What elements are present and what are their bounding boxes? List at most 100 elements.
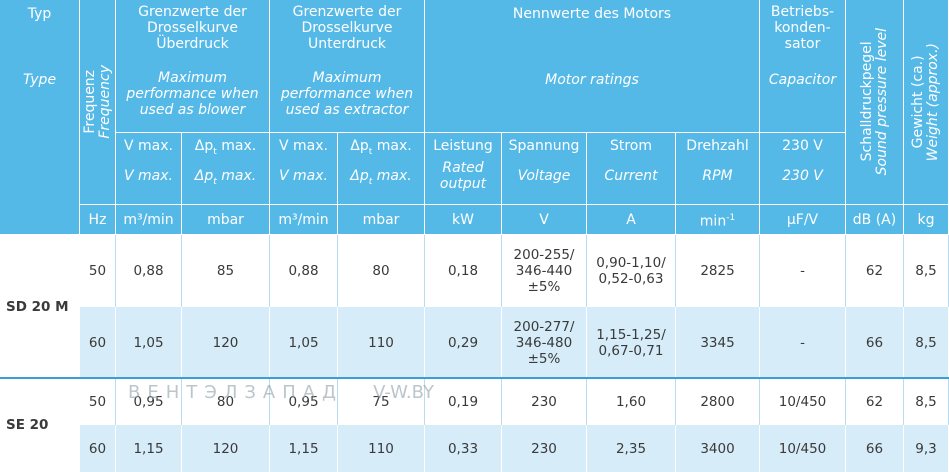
cell-text: 110 bbox=[368, 334, 394, 351]
cell: 0,90-1,10/0,52-0,63 bbox=[587, 235, 676, 307]
unit-text: m³/min bbox=[123, 211, 174, 228]
text-line: Grenzwerte der bbox=[138, 4, 247, 20]
header-en: Frequency bbox=[96, 65, 113, 139]
header-en: Weight (approx.) bbox=[925, 42, 941, 162]
cell: 10/450 bbox=[760, 425, 846, 472]
cell: 10/450 bbox=[760, 378, 846, 425]
text-line: Drosselkurve bbox=[146, 20, 239, 36]
cell-text: 60 bbox=[88, 440, 107, 457]
type-header: Typ Type bbox=[0, 0, 80, 235]
watermark-site: V-W.BY bbox=[373, 382, 434, 403]
text-line: 200-255/ bbox=[513, 247, 575, 263]
cell-text: 8,5 bbox=[915, 263, 937, 279]
header-en: Capacitor bbox=[768, 72, 837, 88]
text-line: 0,90-1,10/ bbox=[596, 255, 666, 271]
header-de: Spannung bbox=[508, 138, 580, 154]
text-part: Δp bbox=[350, 168, 369, 184]
unit: m³/min bbox=[116, 205, 182, 235]
cell-text: 2,35 bbox=[615, 440, 647, 457]
text-line: 1,15-1,25/ bbox=[596, 326, 666, 343]
cell-text: 62 bbox=[865, 263, 884, 279]
type-cell: SE 20 bbox=[0, 378, 80, 472]
header-de: Δpt max. bbox=[182, 138, 269, 160]
text-part: Δp bbox=[350, 138, 369, 154]
text-line: Rated bbox=[442, 160, 484, 176]
cell-text: 80 bbox=[216, 393, 235, 410]
header-en: Type bbox=[22, 72, 57, 88]
cell: 1,05 bbox=[270, 307, 338, 378]
header-de: Nennwerte des Motors bbox=[512, 6, 672, 22]
frequency-header: Frequenz Frequency bbox=[80, 0, 116, 205]
header-en: Current bbox=[604, 168, 658, 184]
type-name: SD 20 M bbox=[6, 298, 69, 315]
sub-header: Leistung Rated output bbox=[425, 133, 502, 205]
cell: 120 bbox=[182, 307, 270, 378]
rotated-label: Schalldruckpegel Sound pressure level bbox=[859, 28, 890, 176]
text-line: ±5% bbox=[527, 350, 561, 367]
cell-text: 0,88 bbox=[288, 263, 319, 279]
cell: 8,5 bbox=[904, 307, 949, 378]
cell-text: 8,5 bbox=[915, 334, 937, 351]
unit: dB (A) bbox=[846, 205, 904, 235]
unit: kg bbox=[904, 205, 949, 235]
text-part: -1 bbox=[726, 212, 736, 223]
header-de: Gewicht (ca.) bbox=[910, 55, 926, 149]
cell-text: - bbox=[800, 334, 805, 351]
header-en: V max. bbox=[124, 168, 173, 184]
cell: 110 bbox=[338, 425, 425, 472]
cell: 62 bbox=[846, 378, 904, 425]
cell: 0,95 bbox=[116, 378, 182, 425]
cell: 0,33 bbox=[425, 425, 502, 472]
unit-text: A bbox=[626, 211, 636, 228]
cell-text: 0,95 bbox=[288, 393, 319, 410]
unit: V bbox=[502, 205, 587, 235]
unit-text: µF/V bbox=[786, 211, 819, 228]
cell: 0,88 bbox=[116, 235, 182, 307]
sub-header: Strom Current bbox=[587, 133, 676, 205]
header-de: Δpt max. bbox=[338, 138, 424, 160]
cell: 66 bbox=[846, 425, 904, 472]
cell: 1,05 bbox=[116, 307, 182, 378]
text-line: 0,52-0,63 bbox=[598, 271, 664, 287]
header-en: 230 V bbox=[782, 168, 823, 184]
text-line: Maximum bbox=[158, 70, 227, 86]
text-part: max. bbox=[372, 138, 412, 154]
text-line: 0,67-0,71 bbox=[598, 342, 664, 359]
header-de: Grenzwerte der Drosselkurve Überdruck bbox=[116, 4, 269, 52]
text-line: Unterdruck bbox=[307, 36, 387, 52]
header-en: Δpt max. bbox=[182, 168, 269, 190]
text-part: max. bbox=[372, 168, 412, 184]
unit-text: Hz bbox=[88, 211, 107, 228]
cell: 62 bbox=[846, 235, 904, 307]
header-en: Maximum performance when used as extractor bbox=[270, 70, 424, 118]
header-en: Maximum performance when used as blower bbox=[116, 70, 269, 118]
cell: 3345 bbox=[676, 307, 760, 378]
cell: 1,60 bbox=[587, 378, 676, 425]
text-line: used as blower bbox=[139, 102, 246, 118]
header-en: Motor ratings bbox=[545, 72, 639, 88]
cell-text: 9,3 bbox=[915, 440, 937, 457]
cell-text: 0,95 bbox=[133, 393, 164, 410]
cell-text: 200-277/346-480 ±5% bbox=[514, 319, 575, 367]
group-separator bbox=[0, 377, 949, 379]
motor-header: Nennwerte des Motors Motor ratings bbox=[425, 0, 760, 133]
text-line: sator bbox=[784, 36, 821, 52]
sub-header: Δpt max. Δpt max. bbox=[338, 133, 425, 205]
cell: 2800 bbox=[676, 378, 760, 425]
cell-text: 1,15 bbox=[288, 440, 319, 457]
cell: 9,3 bbox=[904, 425, 949, 472]
text-line: konden- bbox=[774, 20, 831, 36]
cell-text: 0,33 bbox=[447, 440, 479, 457]
sub-header: Spannung Voltage bbox=[502, 133, 587, 205]
text-part: t bbox=[213, 146, 217, 157]
cell-text: 200-255/346-440 ±5% bbox=[514, 247, 575, 295]
cell-text: 0,88 bbox=[133, 263, 164, 279]
blower-header: Grenzwerte der Drosselkurve Überdruck Maxim… bbox=[116, 0, 270, 133]
header-de: Grenzwerte der Drosselkurve Unterdruck bbox=[270, 4, 424, 52]
cell-text: 120 bbox=[212, 440, 239, 457]
header-en: Sound pressure level bbox=[873, 28, 890, 176]
cell: 3400 bbox=[676, 425, 760, 472]
cell: 230 bbox=[502, 378, 587, 425]
header-de: Betriebs-konden-sator bbox=[760, 4, 845, 52]
